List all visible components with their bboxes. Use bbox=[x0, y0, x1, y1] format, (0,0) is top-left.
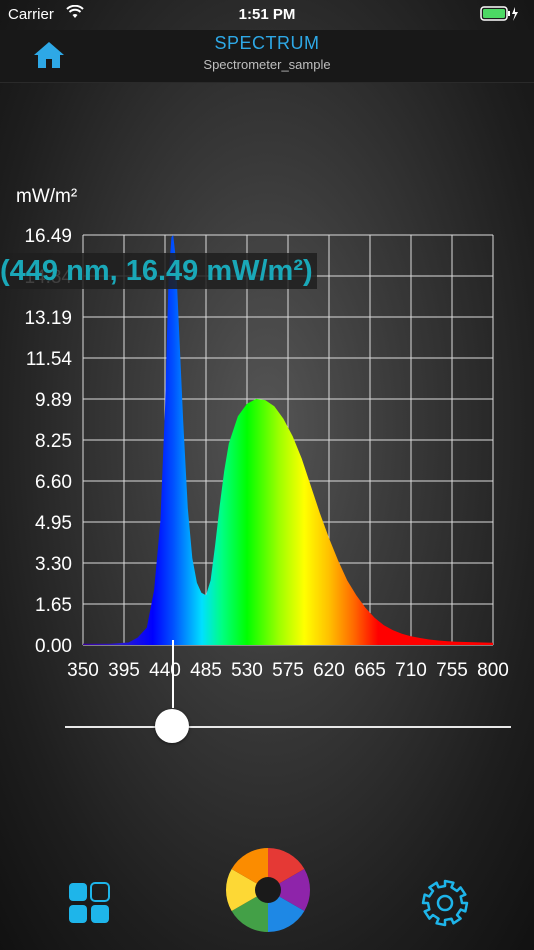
x-tick-label: 485 bbox=[190, 660, 222, 681]
nav-header: SPECTRUM Spectrometer_sample bbox=[0, 30, 534, 83]
aperture-icon bbox=[226, 848, 310, 932]
bottom-toolbar bbox=[0, 840, 534, 950]
x-tick-label: 440 bbox=[149, 660, 181, 681]
x-tick-label: 620 bbox=[313, 660, 345, 681]
y-tick-label: 1.65 bbox=[35, 595, 72, 616]
wifi-icon bbox=[66, 4, 84, 23]
y-tick-label: 6.60 bbox=[35, 472, 72, 493]
x-tick-label: 530 bbox=[231, 660, 263, 681]
y-tick-label: 3.30 bbox=[35, 554, 72, 575]
aperture-blade bbox=[268, 848, 305, 890]
page-title: SPECTRUM bbox=[214, 33, 320, 53]
aperture-blade bbox=[268, 890, 305, 932]
aperture-blade bbox=[226, 869, 268, 911]
settings-button[interactable] bbox=[420, 878, 470, 928]
y-tick-label: 13.19 bbox=[24, 308, 72, 329]
grid-button[interactable] bbox=[68, 882, 110, 924]
home-icon bbox=[34, 42, 64, 68]
x-tick-label: 665 bbox=[354, 660, 386, 681]
x-tick-label: 755 bbox=[436, 660, 468, 681]
cursor-line bbox=[172, 640, 174, 708]
wavelength-slider-track[interactable] bbox=[65, 726, 511, 728]
y-tick-label: 9.89 bbox=[35, 390, 72, 411]
x-tick-label: 800 bbox=[477, 660, 509, 681]
status-bar: Carrier 1:51 PM bbox=[0, 0, 534, 30]
capture-button[interactable] bbox=[224, 846, 312, 934]
gear-icon bbox=[421, 879, 469, 927]
y-tick-label: 16.49 bbox=[24, 226, 72, 247]
aperture-blade bbox=[231, 890, 268, 932]
x-tick-label: 350 bbox=[67, 660, 99, 681]
aperture-blade bbox=[231, 848, 268, 890]
home-button[interactable] bbox=[32, 40, 68, 72]
x-tick-label: 710 bbox=[395, 660, 427, 681]
gear-outline bbox=[421, 879, 469, 927]
clock: 1:51 PM bbox=[238, 6, 296, 23]
aperture-blade bbox=[268, 869, 310, 911]
y-tick-label: 11.54 bbox=[26, 349, 73, 370]
page-subtitle: Spectrometer_sample bbox=[203, 57, 331, 72]
cursor-readout: (449 nm, 16.49 mW/m²) bbox=[0, 253, 317, 289]
grid-icon bbox=[69, 882, 110, 923]
y-tick-label: 8.25 bbox=[35, 431, 72, 452]
battery-icon bbox=[480, 6, 520, 26]
y-tick-label: 0.00 bbox=[35, 636, 72, 657]
y-axis-unit: mW/m² bbox=[16, 186, 78, 207]
x-tick-label: 575 bbox=[272, 660, 304, 681]
carrier-label: Carrier bbox=[8, 6, 54, 23]
x-tick-label: 395 bbox=[108, 660, 140, 681]
y-tick-label: 4.95 bbox=[35, 513, 72, 534]
wavelength-slider-thumb[interactable] bbox=[155, 709, 189, 743]
spectrum-area bbox=[83, 235, 493, 645]
